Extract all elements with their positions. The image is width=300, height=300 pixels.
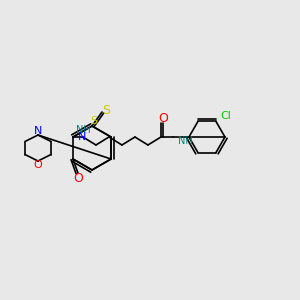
Text: S: S bbox=[90, 116, 98, 126]
Text: O: O bbox=[34, 160, 42, 170]
Text: O: O bbox=[158, 112, 168, 124]
Text: O: O bbox=[73, 172, 83, 184]
Text: NH: NH bbox=[178, 136, 193, 146]
Text: Cl: Cl bbox=[220, 111, 231, 122]
Text: N: N bbox=[34, 126, 42, 136]
Text: NH: NH bbox=[76, 125, 91, 135]
Text: S: S bbox=[102, 103, 110, 116]
Text: N: N bbox=[78, 132, 86, 142]
